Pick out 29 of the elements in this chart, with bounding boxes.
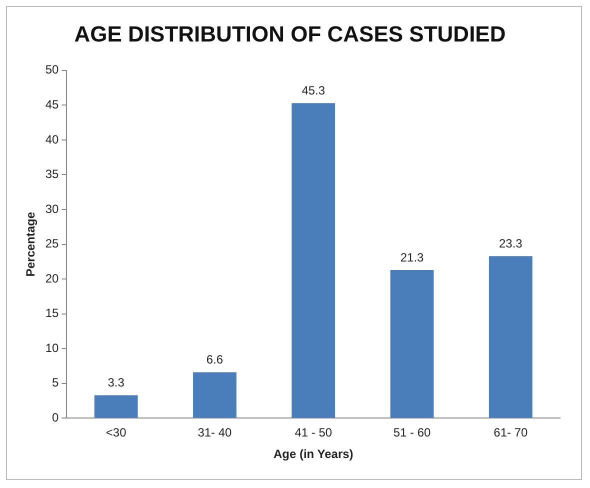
x-tick-label: 31- 40 — [198, 426, 232, 440]
bar — [94, 395, 138, 418]
y-tick-label: 15 — [45, 306, 60, 320]
data-label: 3.3 — [108, 376, 125, 390]
y-axis-title: Percentage — [24, 212, 38, 277]
chart-title: AGE DISTRIBUTION OF CASES STUDIED — [74, 21, 506, 46]
y-tick-label: 45 — [45, 97, 60, 112]
data-label: 21.3 — [400, 250, 424, 264]
bar — [488, 256, 532, 418]
y-tick-label: 40 — [45, 132, 60, 146]
y-tick-label: 30 — [45, 202, 60, 216]
y-tick-label: 5 — [52, 376, 60, 390]
x-axis-title: Age (in Years) — [273, 447, 354, 462]
y-tick-label: 25 — [45, 236, 60, 251]
x-tick-label: 41 - 50 — [294, 426, 332, 440]
bar — [193, 372, 236, 418]
data-label: 45.3 — [302, 83, 326, 98]
y-tick-label: 0 — [52, 410, 60, 425]
x-tick-label: 61- 70 — [494, 426, 528, 440]
bar — [390, 270, 434, 418]
x-tick-label: <30 — [106, 426, 127, 440]
bar — [292, 103, 336, 418]
y-tick-label: 20 — [45, 271, 60, 286]
data-label: 6.6 — [206, 352, 224, 367]
data-label: 23.3 — [498, 236, 523, 250]
y-tick-label: 10 — [45, 340, 60, 355]
x-tick-label: 51 - 60 — [393, 426, 432, 440]
y-tick-label: 50 — [45, 62, 60, 77]
y-tick-label: 35 — [45, 167, 60, 182]
